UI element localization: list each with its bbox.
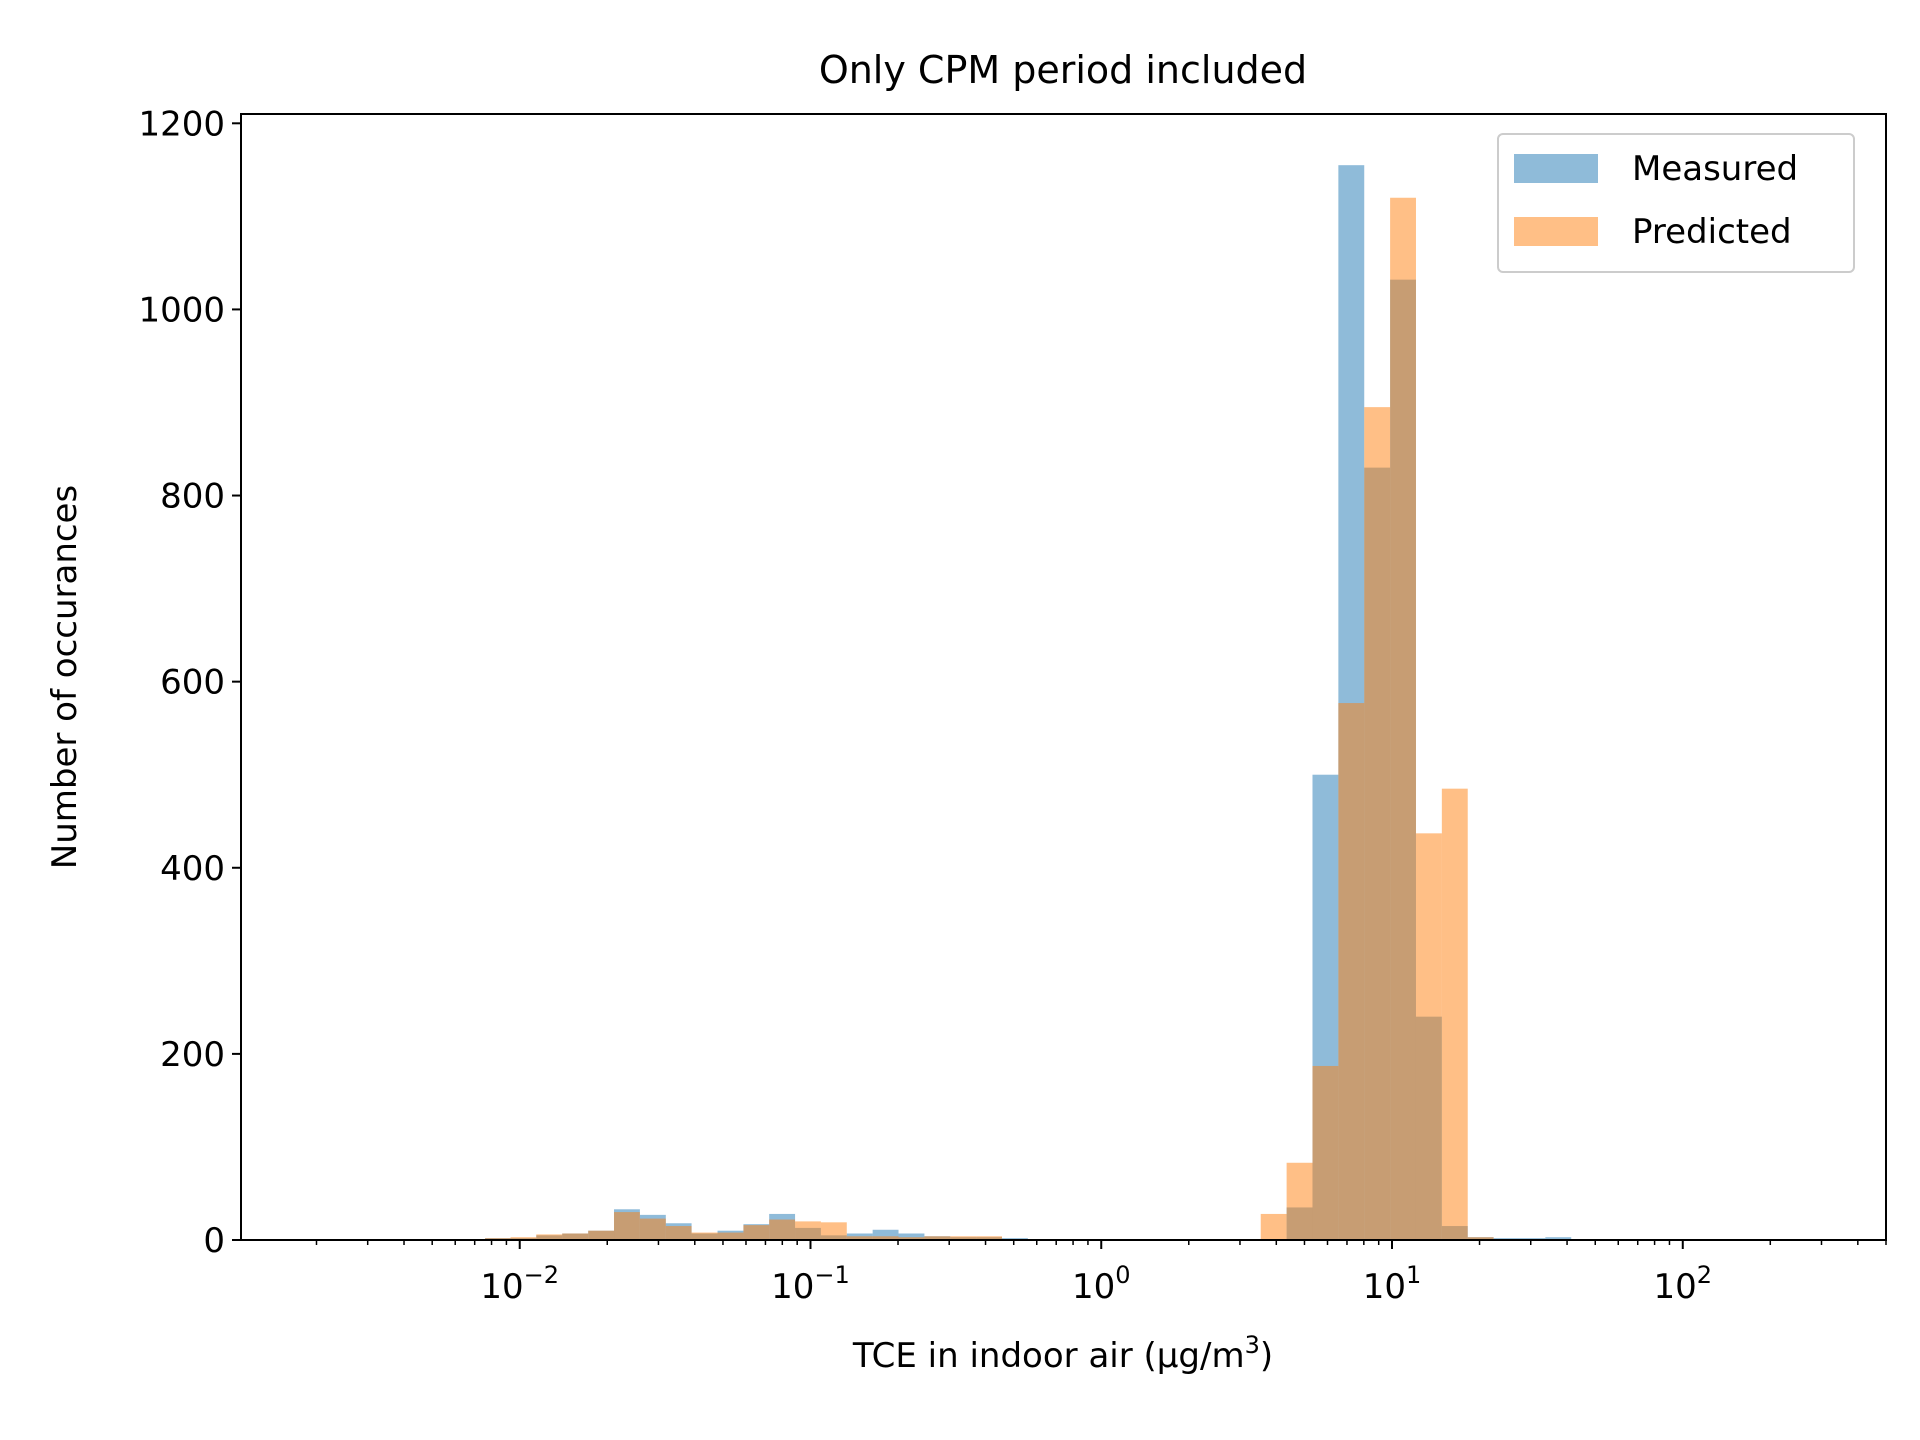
histogram-bar (795, 1221, 821, 1240)
axes-frame (240, 113, 1887, 1241)
series-predicted (485, 197, 1520, 1240)
histogram-bar (717, 1232, 744, 1240)
histogram-bar (1260, 1213, 1287, 1240)
histogram-bar (614, 1212, 640, 1240)
histogram-bar (1312, 1065, 1339, 1240)
x-tick-label: 102 (1653, 1261, 1712, 1307)
y-tick-label: 400 (160, 849, 225, 889)
y-axis-label: Number of occurances (45, 485, 85, 869)
histogram-bar (846, 1236, 873, 1240)
histogram-bar (1364, 407, 1391, 1240)
x-tick-label: 101 (1363, 1261, 1422, 1307)
histogram-bar (950, 1236, 977, 1240)
y-tick-label: 800 (160, 477, 225, 517)
legend-swatch (1514, 154, 1598, 183)
histogram-bar (924, 1236, 951, 1240)
histogram-bar (562, 1233, 589, 1240)
histogram-bar (536, 1234, 563, 1240)
x-tick-label: 100 (1072, 1261, 1131, 1307)
histogram-bar (1441, 788, 1468, 1240)
histogram-bar (976, 1236, 1002, 1240)
histogram-bar (898, 1233, 925, 1240)
histogram-bar (639, 1218, 666, 1240)
legend: Measured Predicted (1497, 133, 1855, 273)
y-axis: 0 200 400 600 800 1000 1200 (138, 104, 241, 1261)
chart-title: Only CPM period included (819, 48, 1307, 92)
y-tick-label: 600 (160, 663, 225, 703)
histogram-bar (872, 1236, 899, 1240)
legend-label: Predicted (1632, 212, 1792, 252)
y-tick-label: 0 (203, 1221, 225, 1261)
x-axis-label: TCE in indoor air (µg/m3) (852, 1331, 1273, 1376)
histogram-bar (1415, 833, 1442, 1240)
histogram-bar (665, 1226, 692, 1240)
histogram-bar (898, 1237, 925, 1240)
histogram-bar (769, 1219, 796, 1240)
histogram-bar (510, 1237, 537, 1240)
legend-swatch (1514, 217, 1598, 246)
histogram-bar (820, 1222, 847, 1240)
histogram-bar (588, 1230, 615, 1240)
histogram-bar (743, 1225, 770, 1240)
legend-label: Measured (1632, 149, 1798, 189)
x-tick-label: 10−2 (480, 1261, 559, 1307)
histogram-bar (1338, 703, 1365, 1240)
histogram-bar (691, 1232, 718, 1240)
x-tick-label: 10−1 (771, 1261, 850, 1307)
histogram-bar (1390, 197, 1416, 1240)
y-tick-label: 1000 (138, 290, 225, 330)
histogram-bar (1467, 1237, 1494, 1240)
plot-area (303, 165, 1598, 1241)
x-axis: 10−2 10−1 100 101 102 (315, 1240, 1887, 1307)
histogram-bar (872, 1229, 899, 1240)
y-tick-label: 200 (160, 1035, 225, 1075)
y-tick-label: 1200 (138, 104, 225, 144)
histogram-bar (1545, 1237, 1572, 1240)
histogram-bar (1286, 1162, 1313, 1240)
